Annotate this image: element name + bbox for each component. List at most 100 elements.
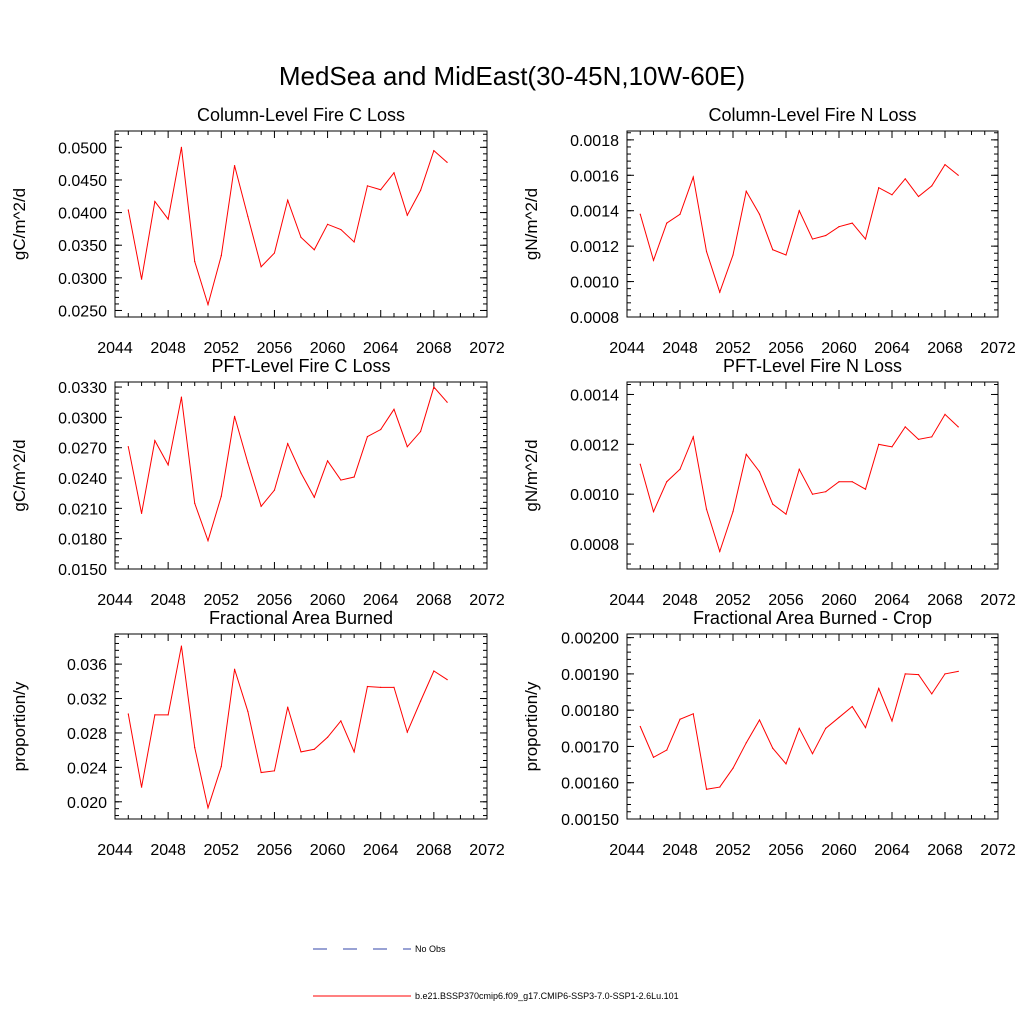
y-tick-label: 0.0150 [58, 562, 107, 579]
data-point [313, 249, 315, 251]
data-point [732, 254, 734, 256]
data-point [419, 189, 422, 191]
data-point [366, 685, 369, 688]
data-point [154, 440, 156, 442]
data-point [273, 770, 276, 772]
panel-title: Column-Level Fire C Loss [197, 105, 405, 125]
data-point [758, 719, 761, 721]
x-tick-label: 2072 [469, 340, 505, 357]
data-point [864, 726, 867, 729]
series-line-1 [639, 163, 959, 294]
data-point [904, 673, 906, 675]
x-tick-label: 2048 [150, 592, 186, 609]
y-tick-label: 0.0250 [58, 303, 107, 320]
data-point [353, 751, 355, 753]
x-tick-label: 2056 [768, 842, 804, 859]
x-tick-label: 2072 [469, 842, 505, 859]
y-tick-label: 0.0270 [58, 441, 107, 458]
data-point [154, 200, 156, 203]
data-point [851, 222, 853, 224]
x-tick-label: 2060 [310, 592, 346, 609]
panel-title: Column-Level Fire N Loss [708, 105, 916, 125]
legend: No Obs b.e21.BSSP370cmip6.f09_g17.CMIP6-… [313, 944, 679, 1001]
data-point [666, 222, 668, 224]
data-point [705, 788, 708, 790]
x-tick-label: 2068 [927, 842, 963, 859]
data-point [247, 462, 249, 464]
panel-title: PFT-Level Fire N Loss [723, 356, 902, 376]
data-point [154, 714, 156, 716]
data-point [719, 550, 721, 553]
data-point [167, 218, 169, 220]
data-point [233, 164, 236, 167]
x-tick-label: 2064 [363, 592, 399, 609]
data-point [798, 468, 800, 470]
data-point [406, 214, 408, 216]
data-point [433, 149, 435, 152]
y-tick-label: 0.0450 [58, 173, 107, 190]
y-tick-label: 0.0240 [58, 471, 107, 488]
x-tick-label: 2044 [97, 340, 133, 357]
y-tick-label: 0.0300 [58, 410, 107, 427]
data-point [692, 713, 694, 715]
data-point [220, 255, 222, 257]
panel-title: PFT-Level Fire C Loss [211, 356, 390, 376]
panel-title: Fractional Area Burned - Crop [693, 608, 932, 628]
data-point [904, 178, 906, 180]
data-point [705, 508, 708, 510]
data-point [393, 172, 395, 174]
data-point [353, 476, 355, 478]
data-point [957, 426, 959, 428]
data-point [127, 446, 129, 448]
plot-frame [114, 633, 488, 820]
data-point [313, 496, 315, 498]
panel-4: PFT-Level Fire N Loss gN/m^2/d 2044 2048 205… [522, 356, 1016, 609]
data-point [798, 727, 800, 729]
y-axis-label: gC/m^2/d [10, 188, 29, 260]
x-tick-label: 2056 [257, 340, 293, 357]
data-point [931, 693, 933, 695]
data-point [679, 213, 681, 215]
x-tick-label: 2068 [927, 340, 963, 357]
data-point [745, 453, 747, 455]
data-point [446, 679, 448, 681]
main-title: MedSea and MidEast(30-45N,10W-60E) [279, 61, 745, 91]
y-tick-label: 0.0008 [570, 310, 619, 327]
series-line-1 [639, 413, 959, 554]
y-tick-label: 0.024 [67, 760, 107, 777]
data-point [931, 185, 933, 187]
data-point [772, 503, 774, 505]
x-tick-label: 2048 [662, 842, 698, 859]
y-tick-label: 0.00160 [561, 776, 619, 793]
x-tick-label: 2068 [416, 842, 452, 859]
x-tick-label: 2060 [821, 592, 857, 609]
data-point [864, 488, 867, 490]
data-point [639, 725, 641, 728]
data-point [864, 238, 867, 240]
data-point [652, 511, 655, 513]
data-point [273, 252, 276, 254]
x-tick-label: 2052 [715, 592, 751, 609]
legend-obs-label: No Obs [415, 944, 446, 954]
y-tick-label: 0.0016 [570, 168, 619, 185]
x-tick-label: 2052 [203, 340, 239, 357]
x-tick-label: 2072 [980, 340, 1016, 357]
y-axis-label: proportion/y [522, 681, 541, 771]
y-tick-label: 0.0014 [570, 387, 619, 404]
data-point [260, 771, 262, 774]
y-tick-label: 0.0400 [58, 206, 107, 223]
data-point [340, 720, 342, 722]
x-tick-label: 2048 [662, 592, 698, 609]
data-point [957, 174, 959, 176]
data-point [785, 513, 787, 515]
y-tick-label: 0.0500 [58, 140, 107, 157]
data-point [207, 807, 209, 809]
data-point [207, 304, 209, 306]
x-tick-label: 2052 [203, 592, 239, 609]
data-point [220, 765, 222, 768]
y-tick-label: 0.0012 [570, 437, 619, 454]
y-tick-label: 0.020 [67, 795, 107, 812]
data-point [692, 176, 694, 178]
panel-title: Fractional Area Burned [209, 608, 393, 628]
